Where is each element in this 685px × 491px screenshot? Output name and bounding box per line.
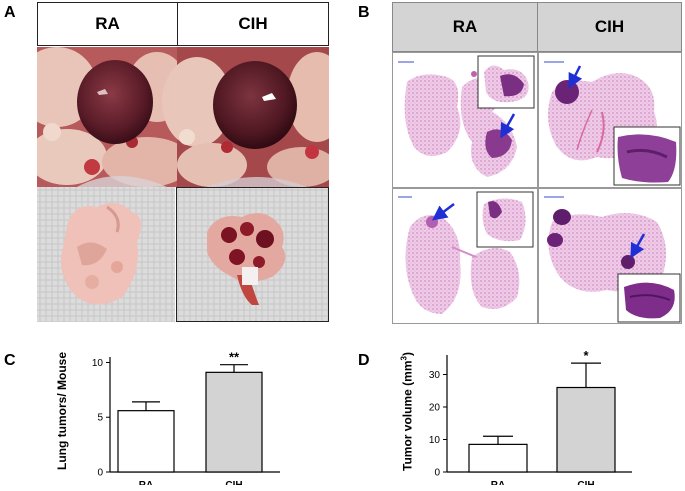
- bar-cih: [205, 371, 263, 473]
- in-situ-lung-photos: [37, 47, 329, 187]
- y-tick-label: 5: [97, 413, 103, 424]
- x-tick-label-cih: CIH: [577, 480, 594, 485]
- panel-b-figure: RA CIH: [392, 2, 682, 324]
- panel-label-a: A: [4, 4, 16, 21]
- chart-d-tumor-volume: 0 10 20 30 RA * CIH: [429, 348, 632, 485]
- y-tick-label: 10: [429, 435, 441, 446]
- panel-b-header-cih: CIH: [538, 2, 682, 52]
- x-tick-label-ra: RA: [491, 480, 505, 485]
- panel-a-header-ra: RA: [37, 2, 177, 46]
- bar-ra: [117, 410, 175, 473]
- panel-label-b: B: [358, 4, 370, 21]
- panel-a-figure: RA CIH: [37, 2, 329, 322]
- significance-marker: **: [229, 350, 240, 365]
- histology-sections: [392, 52, 682, 324]
- chart-c-tumor-count: 0 5 10 RA ** CIH: [92, 350, 280, 485]
- panel-a-header-cih: CIH: [177, 2, 329, 46]
- y-tick-label: 0: [97, 468, 103, 479]
- bar-cih: [556, 386, 616, 473]
- significance-marker: *: [583, 348, 589, 363]
- y-tick-label: 30: [429, 370, 441, 381]
- chart-c-ylabel: Lung tumors/ Mouse: [55, 352, 69, 470]
- y-tick-label: 0: [434, 468, 440, 479]
- panel-b-header-ra: RA: [392, 2, 538, 52]
- y-tick-label: 20: [429, 403, 441, 414]
- bar-ra: [468, 443, 528, 473]
- x-tick-label-ra: RA: [139, 480, 153, 485]
- excised-lung-photos: [37, 187, 329, 322]
- panel-label-d: D: [358, 352, 370, 369]
- panel-label-c: C: [4, 352, 16, 369]
- y-tick-label: 10: [92, 358, 104, 369]
- x-tick-label-cih: CIH: [225, 480, 242, 485]
